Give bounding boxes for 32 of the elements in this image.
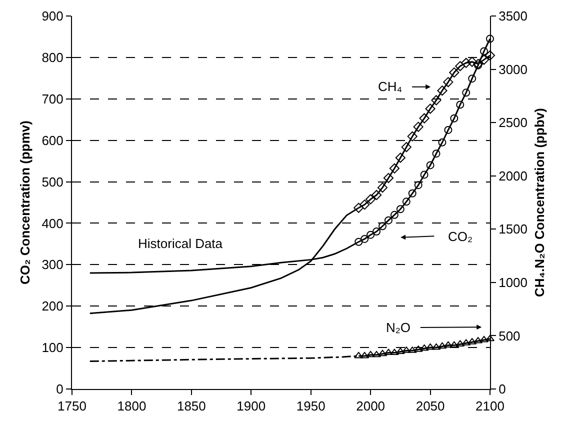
y2-tick-label: 2500 <box>498 115 528 130</box>
annotation: N₂O <box>386 320 411 335</box>
x-tick-label: 1850 <box>176 398 206 414</box>
annotation: Historical Data <box>138 236 224 251</box>
y-tick-label: 600 <box>42 132 64 148</box>
y2-tick-label: 3500 <box>498 8 528 24</box>
x-tick-label: 1900 <box>236 398 266 414</box>
y2-tick-label: 1500 <box>498 222 528 237</box>
y-tick-label: 700 <box>42 91 64 106</box>
y2-axis-title: CH₄.N₂O Concentration (ppbv) <box>532 108 548 297</box>
y-tick-label: 900 <box>42 8 64 24</box>
x-tick-label: 2100 <box>476 398 504 414</box>
x-tick-label: 1950 <box>296 398 326 414</box>
annotation: CH₄ <box>378 79 402 94</box>
x-tick-label: 2050 <box>416 398 445 414</box>
y-tick-label: 300 <box>42 257 64 272</box>
y-tick-label: 200 <box>42 298 64 314</box>
x-tick-label: 1800 <box>117 398 146 414</box>
x-tick-label: 2000 <box>356 398 386 414</box>
y-tick-label: 400 <box>42 216 64 231</box>
y-tick-label: 0 <box>56 382 64 397</box>
y-tick-label: 800 <box>42 50 64 65</box>
x-tick-label: 1750 <box>58 398 86 414</box>
y2-tick-label: 500 <box>498 328 520 344</box>
y-axis-title: CO₂ Concentration (ppmv) <box>18 120 33 284</box>
y2-tick-label: 3000 <box>498 62 528 77</box>
y2-tick-label: 2000 <box>498 168 528 184</box>
y-tick-label: 100 <box>42 340 64 356</box>
y2-tick-label: 1000 <box>498 274 528 290</box>
y-tick-label: 500 <box>42 174 64 190</box>
y2-tick-label: 0 <box>498 382 506 397</box>
annotation: CO₂ <box>448 229 473 244</box>
